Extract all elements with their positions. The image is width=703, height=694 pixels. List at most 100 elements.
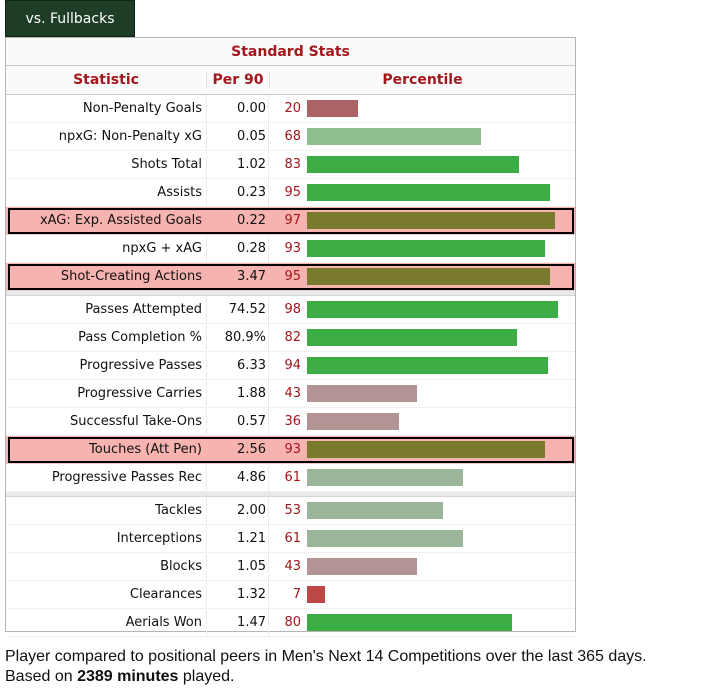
percentile-value: 98	[284, 302, 301, 317]
per90-value: 1.88	[206, 380, 268, 407]
table-row: Blocks 1.05 43	[6, 553, 575, 581]
table-body: Non-Penalty Goals 0.00 20 npxG: Non-Penalty…	[6, 95, 575, 637]
stat-name: Progressive Passes	[79, 358, 202, 373]
percentile-cell: 93	[268, 436, 575, 463]
percentile-bar	[307, 469, 463, 486]
per90-value: 1.05	[206, 553, 268, 580]
percentile-cell: 93	[268, 235, 575, 262]
percentile-bar	[307, 385, 417, 402]
percentile-cell: 43	[268, 553, 575, 580]
per90-value: 1.47	[206, 609, 268, 636]
percentile-cell: 61	[268, 525, 575, 552]
percentile-bar	[307, 530, 463, 547]
percentile-value: 61	[284, 531, 301, 546]
stat-name: Shots Total	[131, 157, 202, 172]
percentile-cell: 82	[268, 324, 575, 351]
percentile-cell: 97	[268, 207, 575, 234]
stat-name: Clearances	[129, 587, 202, 602]
stat-name: Shot-Creating Actions	[60, 269, 202, 284]
footnote: Player compared to positional peers in M…	[5, 647, 695, 687]
table-header: Statistic Per 90 Percentile	[6, 66, 575, 95]
percentile-bar	[307, 156, 519, 173]
stat-name: Progressive Passes Rec	[51, 470, 202, 485]
per90-value: 3.47	[237, 269, 266, 284]
group-separator	[6, 492, 575, 497]
per90-value: 0.05	[206, 123, 268, 150]
table-row: Non-Penalty Goals 0.00 20	[6, 95, 575, 123]
percentile-value: 68	[284, 129, 301, 144]
per90-value: 0.22	[237, 213, 266, 228]
stat-name: npxG + xAG	[122, 241, 202, 256]
percentile-bar	[307, 413, 399, 430]
table-row: Shots Total 1.02 83	[6, 151, 575, 179]
table-row: Tackles 2.00 53	[6, 497, 575, 525]
percentile-value: 61	[284, 470, 301, 485]
per90-value: 0.00	[206, 95, 268, 122]
table-row: Interceptions 1.21 61	[6, 525, 575, 553]
scouting-report-table: Standard Stats Statistic Per 90 Percenti…	[5, 37, 576, 637]
percentile-cell: 61	[268, 464, 575, 491]
percentile-cell: 83	[268, 151, 575, 178]
header-per90: Per 90	[206, 72, 269, 88]
stat-name: Pass Completion %	[78, 330, 202, 345]
percentile-bar	[307, 301, 558, 318]
percentile-value: 43	[284, 559, 301, 574]
percentile-cell: 20	[268, 95, 575, 122]
table-row: Progressive Passes 6.33 94	[6, 352, 575, 380]
stat-name: Tackles	[155, 503, 202, 518]
footnote-suffix: played.	[178, 668, 235, 685]
percentile-value: 7	[292, 587, 301, 602]
per90-value: 0.57	[206, 408, 268, 435]
per90-value: 6.33	[206, 352, 268, 379]
percentile-value: 83	[284, 157, 301, 172]
percentile-value: 93	[284, 241, 301, 256]
percentile-cell: 68	[268, 123, 575, 150]
group-separator	[6, 291, 575, 296]
percentile-bar	[307, 128, 481, 145]
table-row: Progressive Carries 1.88 43	[6, 380, 575, 408]
stat-name: Interceptions	[116, 531, 202, 546]
percentile-value: 53	[284, 503, 301, 518]
stat-name: Aerials Won	[125, 615, 202, 630]
percentile-cell: 36	[268, 408, 575, 435]
percentile-cell: 43	[268, 380, 575, 407]
footnote-minutes: 2389 minutes	[77, 668, 179, 685]
percentile-bar	[307, 586, 325, 603]
percentile-cell: 80	[268, 609, 575, 636]
percentile-bar	[307, 268, 550, 285]
per90-value: 80.9%	[206, 324, 268, 351]
table-row: npxG + xAG 0.28 93	[6, 235, 575, 263]
per90-value: 1.21	[206, 525, 268, 552]
stat-name: Touches (Att Pen)	[89, 442, 202, 457]
stat-name: Progressive Carries	[77, 386, 202, 401]
per90-value: 1.32	[206, 581, 268, 608]
percentile-value: 82	[284, 330, 301, 345]
percentile-value: 36	[284, 414, 301, 429]
percentile-cell: 7	[268, 581, 575, 608]
header-percentile: Percentile	[269, 72, 575, 88]
per90-value: 2.00	[206, 497, 268, 524]
percentile-bar	[307, 329, 517, 346]
percentile-bar	[307, 502, 443, 519]
percentile-value: 80	[284, 615, 301, 630]
stat-name: Blocks	[160, 559, 202, 574]
percentile-bar	[307, 558, 417, 575]
footnote-prefix: Player compared to positional peers in M…	[5, 648, 647, 685]
table-row: xAG: Exp. Assisted Goals 0.22 97	[6, 207, 575, 235]
tab-vs-fullbacks[interactable]: vs. Fullbacks	[5, 0, 135, 37]
stat-name: Passes Attempted	[85, 302, 202, 317]
table-row: Clearances 1.32 7	[6, 581, 575, 609]
percentile-bar	[307, 212, 555, 229]
percentile-bar	[307, 100, 358, 117]
percentile-cell: 95	[268, 179, 575, 206]
percentile-bar	[307, 441, 545, 458]
percentile-value: 97	[284, 213, 301, 228]
percentile-value: 20	[284, 101, 301, 116]
percentile-value: 95	[284, 269, 301, 284]
percentile-cell: 98	[268, 296, 575, 323]
percentile-value: 93	[284, 442, 301, 457]
table-title: Standard Stats	[6, 38, 575, 66]
percentile-bar	[307, 614, 512, 631]
stat-name: npxG: Non-Penalty xG	[58, 129, 202, 144]
percentile-cell: 95	[268, 263, 575, 290]
